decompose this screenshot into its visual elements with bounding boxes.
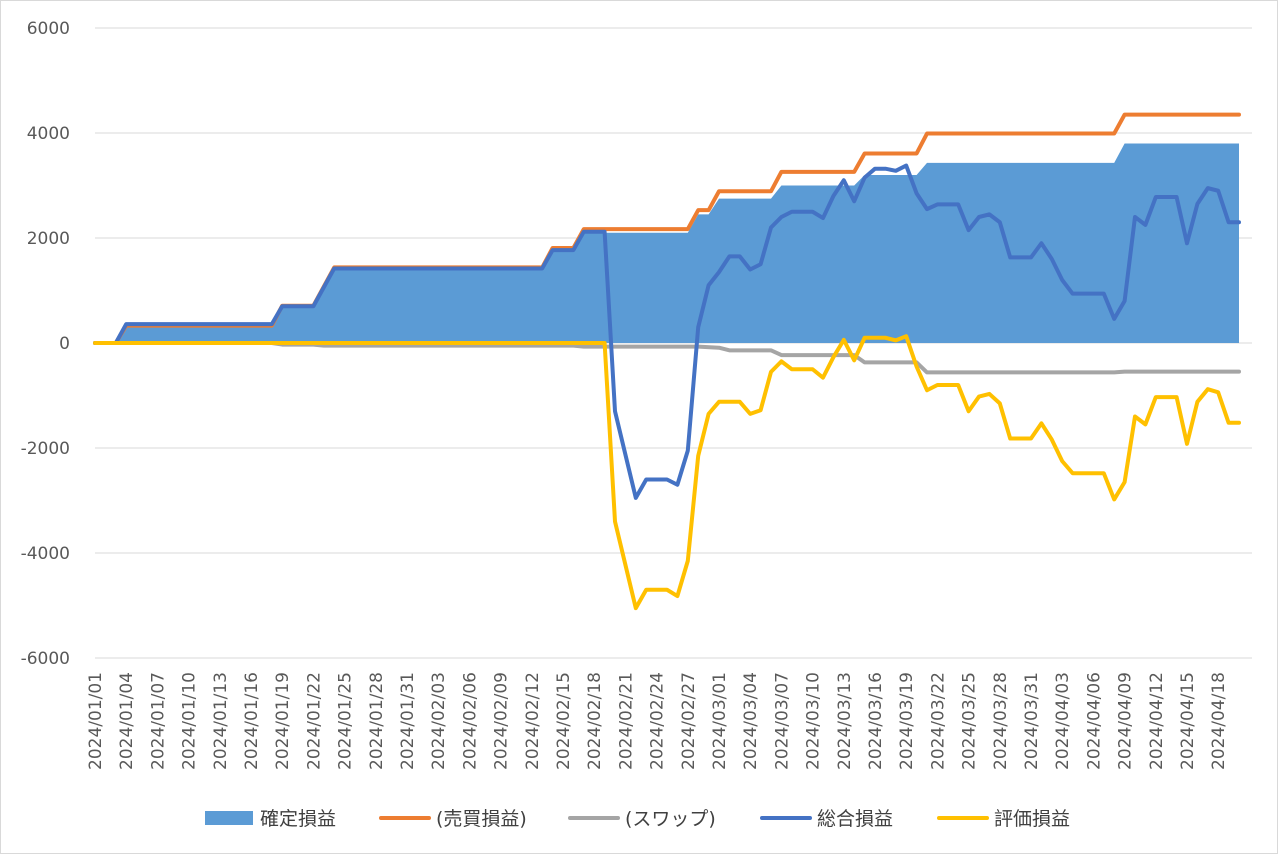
- x-tick-label: 2024/01/22: [304, 672, 324, 770]
- x-tick-label: 2024/03/31: [1022, 672, 1042, 770]
- x-tick-label: 2024/03/13: [835, 672, 855, 770]
- x-tick-label: 2024/03/16: [866, 672, 886, 770]
- y-tick-label: -2000: [21, 439, 70, 459]
- legend-swatch: [205, 811, 253, 825]
- x-tick-label: 2024/04/03: [1053, 672, 1073, 770]
- series-line-総合損益: [93, 163, 1241, 500]
- x-tick-label: 2024/01/13: [211, 672, 231, 770]
- x-tick-label: 2024/01/28: [367, 672, 387, 770]
- x-tick-label: 2024/01/10: [180, 672, 200, 770]
- y-tick-label: -6000: [21, 649, 70, 669]
- x-tick-label: 2024/04/06: [1084, 672, 1104, 770]
- x-tick-label: 2024/03/25: [960, 672, 980, 770]
- x-tick-label: 2024/03/22: [928, 672, 948, 770]
- x-tick-label: 2024/03/07: [772, 672, 792, 770]
- x-tick-label: 2024/02/15: [554, 672, 574, 770]
- x-tick-label: 2024/01/04: [117, 672, 137, 770]
- x-tick-label: 2024/04/18: [1209, 672, 1229, 770]
- x-tick-label: 2024/01/16: [242, 672, 262, 770]
- y-tick-label: 2000: [27, 229, 70, 249]
- x-tick-label: 2024/03/01: [710, 672, 730, 770]
- x-tick-label: 2024/02/18: [585, 672, 605, 770]
- x-tick-label: 2024/02/12: [523, 672, 543, 770]
- x-tick-label: 2024/01/19: [273, 672, 293, 770]
- x-tick-label: 2024/01/01: [86, 672, 106, 770]
- x-tick-label: 2024/04/12: [1147, 672, 1167, 770]
- y-tick-label: 4000: [27, 124, 70, 144]
- y-tick-label: 0: [59, 334, 70, 354]
- x-tick-label: 2024/03/28: [991, 672, 1011, 770]
- legend-label: 総合損益: [817, 808, 893, 830]
- y-tick-label: 6000: [27, 19, 70, 39]
- series-line-評価損益: [93, 334, 1241, 611]
- x-tick-label: 2024/02/21: [616, 672, 636, 770]
- x-tick-label: 2024/02/27: [679, 672, 699, 770]
- x-tick-label: 2024/03/04: [741, 672, 761, 770]
- x-tick-label: 2024/03/10: [804, 672, 824, 770]
- legend-label: 確定損益: [260, 808, 336, 830]
- series-area-確定損益: [95, 143, 1239, 343]
- x-tick-label: 2024/02/03: [429, 672, 449, 770]
- x-tick-label: 2024/02/09: [492, 672, 512, 770]
- series-line-(スワップ): [93, 341, 1241, 375]
- legend-label: 評価損益: [994, 808, 1070, 830]
- x-tick-label: 2024/04/09: [1116, 672, 1136, 770]
- x-tick-label: 2024/04/15: [1178, 672, 1198, 770]
- y-tick-label: -4000: [21, 544, 70, 564]
- x-tick-label: 2024/02/24: [648, 672, 668, 770]
- x-tick-label: 2024/03/19: [897, 672, 917, 770]
- legend-label: (スワップ): [625, 808, 716, 830]
- x-tick-label: 2024/01/25: [336, 672, 356, 770]
- legend-label: (売買損益): [436, 808, 527, 830]
- x-tick-label: 2024/01/31: [398, 672, 418, 770]
- x-tick-label: 2024/02/06: [460, 672, 480, 770]
- x-tick-label: 2024/01/07: [148, 672, 168, 770]
